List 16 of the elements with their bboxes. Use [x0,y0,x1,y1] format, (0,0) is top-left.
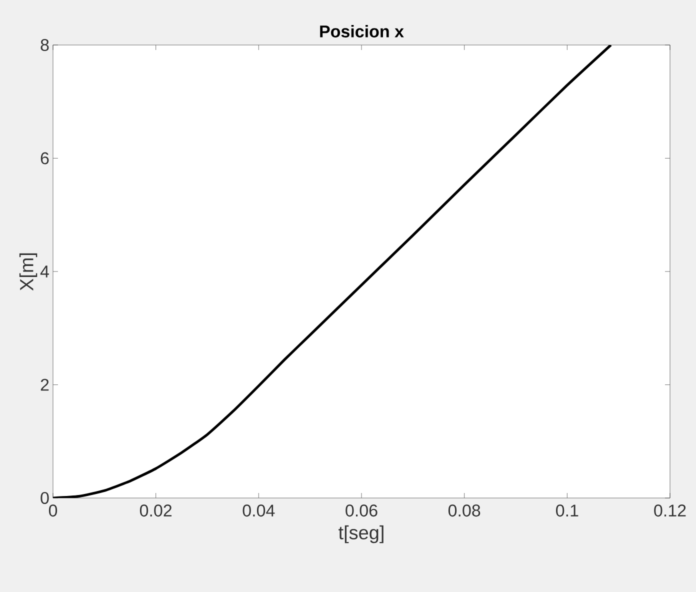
y-tick-label: 2 [40,378,49,391]
y-tick-label: 8 [40,38,49,52]
x-tick-label: 0.06 [346,504,378,517]
x-tick-label: 0.02 [140,504,172,517]
x-tick-label: 0.1 [556,504,578,517]
x-tick-label: 0 [48,504,58,517]
y-tick-label: 0 [40,492,49,504]
line-series [53,45,612,498]
chart-title: Posicion x [320,24,404,38]
y-tick-label: 4 [40,266,49,278]
x-tick-label: 0.08 [448,504,480,517]
y-tick-label: 6 [40,152,49,164]
x-axis-title: t[seg] [338,525,384,544]
y-axis-title: X[m] [19,253,38,291]
x-tick-label: 0.12 [654,504,686,517]
x-tick-label: 0.04 [242,504,275,517]
